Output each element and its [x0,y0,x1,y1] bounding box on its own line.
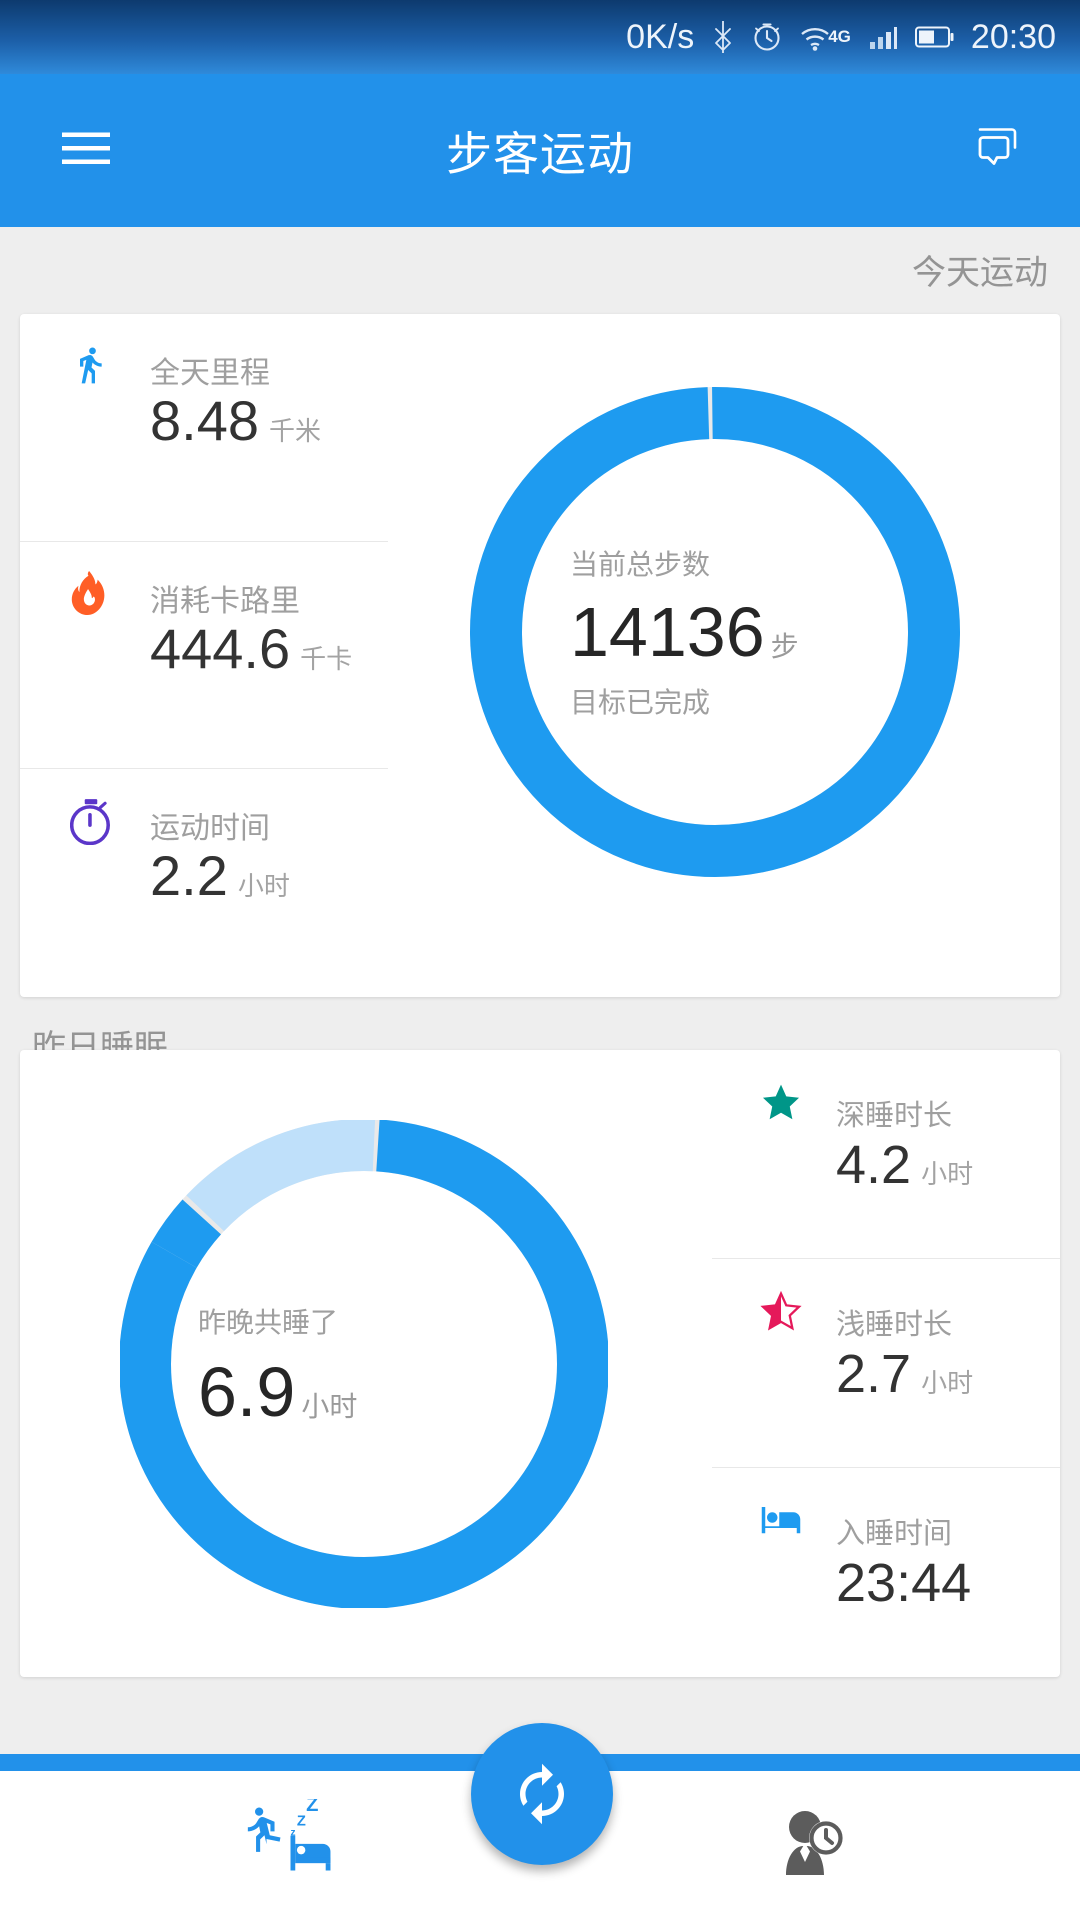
svg-text:Z: Z [297,1814,306,1830]
svg-text:Z: Z [306,1799,318,1816]
svg-text:z: z [291,1828,296,1839]
